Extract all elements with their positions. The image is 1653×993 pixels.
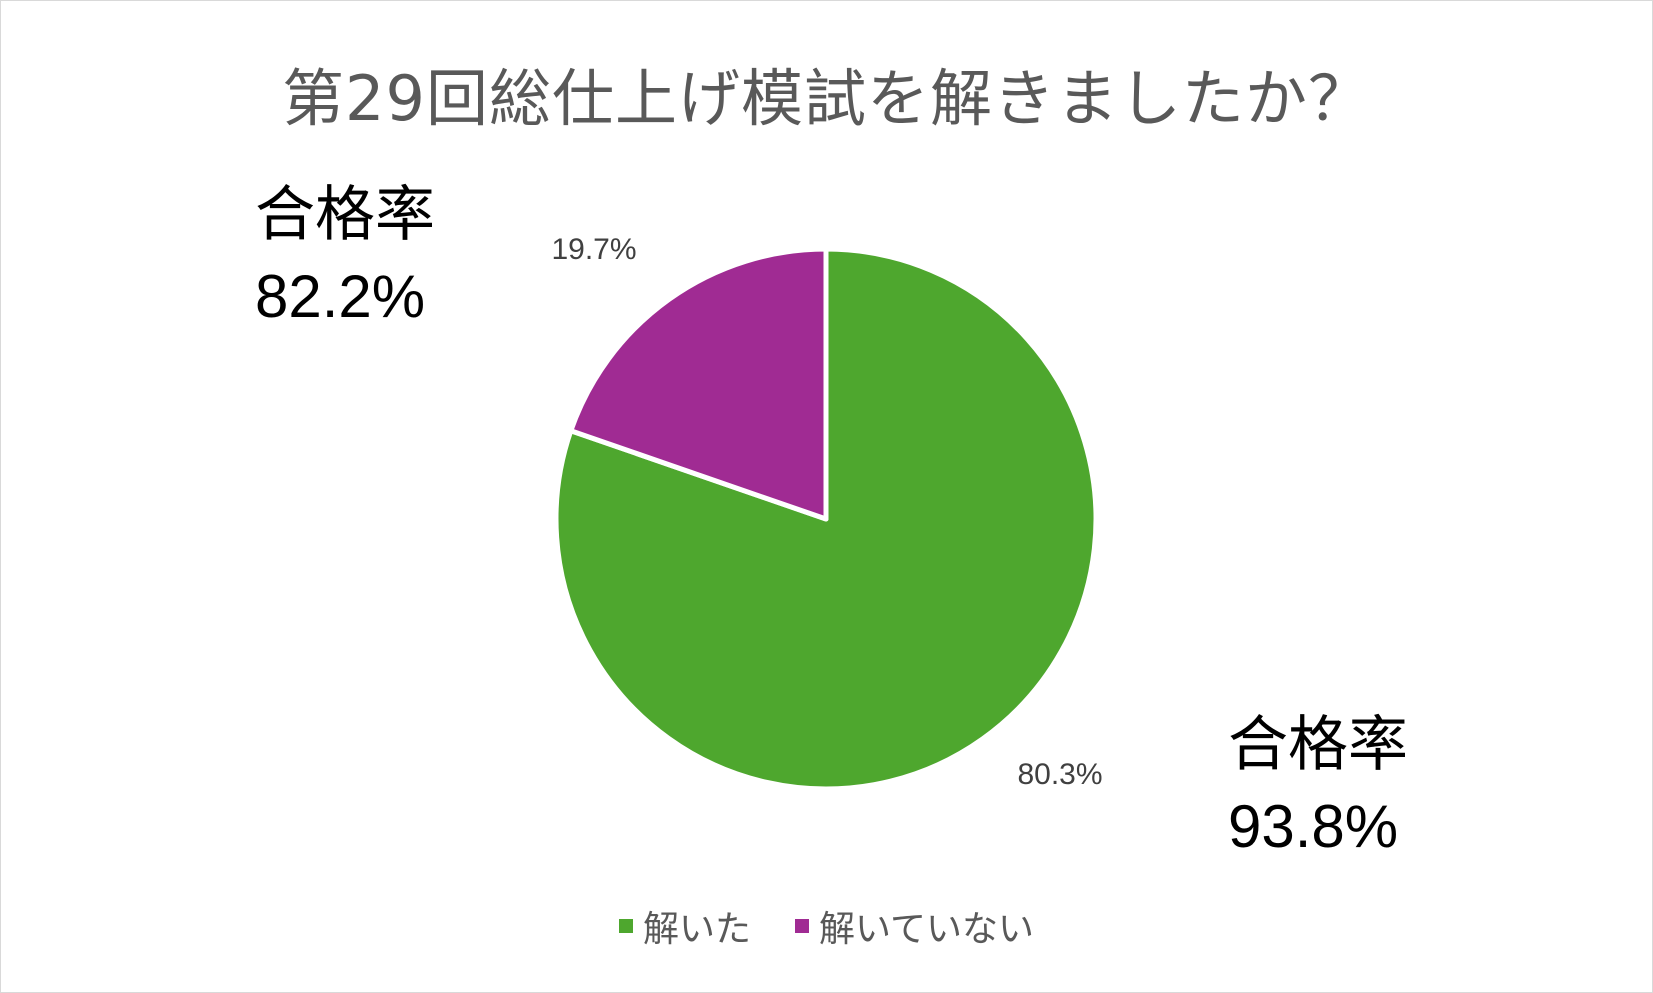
- pass-rate-note-right: 合格率 93.8%: [1228, 715, 1408, 857]
- chart-title: 第29回総仕上げ模試を解きましたか？: [282, 62, 1371, 135]
- pass-rate-label-left: 合格率: [255, 180, 435, 250]
- pass-rate-value-right: 93.8%: [1228, 793, 1399, 860]
- legend-swatch-not-solved: [795, 919, 810, 933]
- legend-label-not-solved: 解いていない: [819, 909, 1034, 950]
- data-label-not-solved: 19.7%: [551, 233, 636, 266]
- legend-label-solved: 解いた: [643, 909, 752, 950]
- pass-rate-note-left: 合格率 82.2%: [255, 185, 435, 327]
- pass-rate-value-left: 82.2%: [255, 263, 426, 330]
- legend-item-solved: 解いた: [619, 900, 751, 952]
- legend-item-not-solved: 解いていない: [795, 900, 1034, 952]
- pie-slice-not-solved: [568, 246, 829, 522]
- data-label-solved: 80.3%: [1017, 758, 1102, 791]
- legend: 解いた 解いていない: [0, 900, 1653, 952]
- pass-rate-label-right: 合格率: [1228, 710, 1408, 780]
- legend-swatch-solved: [619, 919, 634, 933]
